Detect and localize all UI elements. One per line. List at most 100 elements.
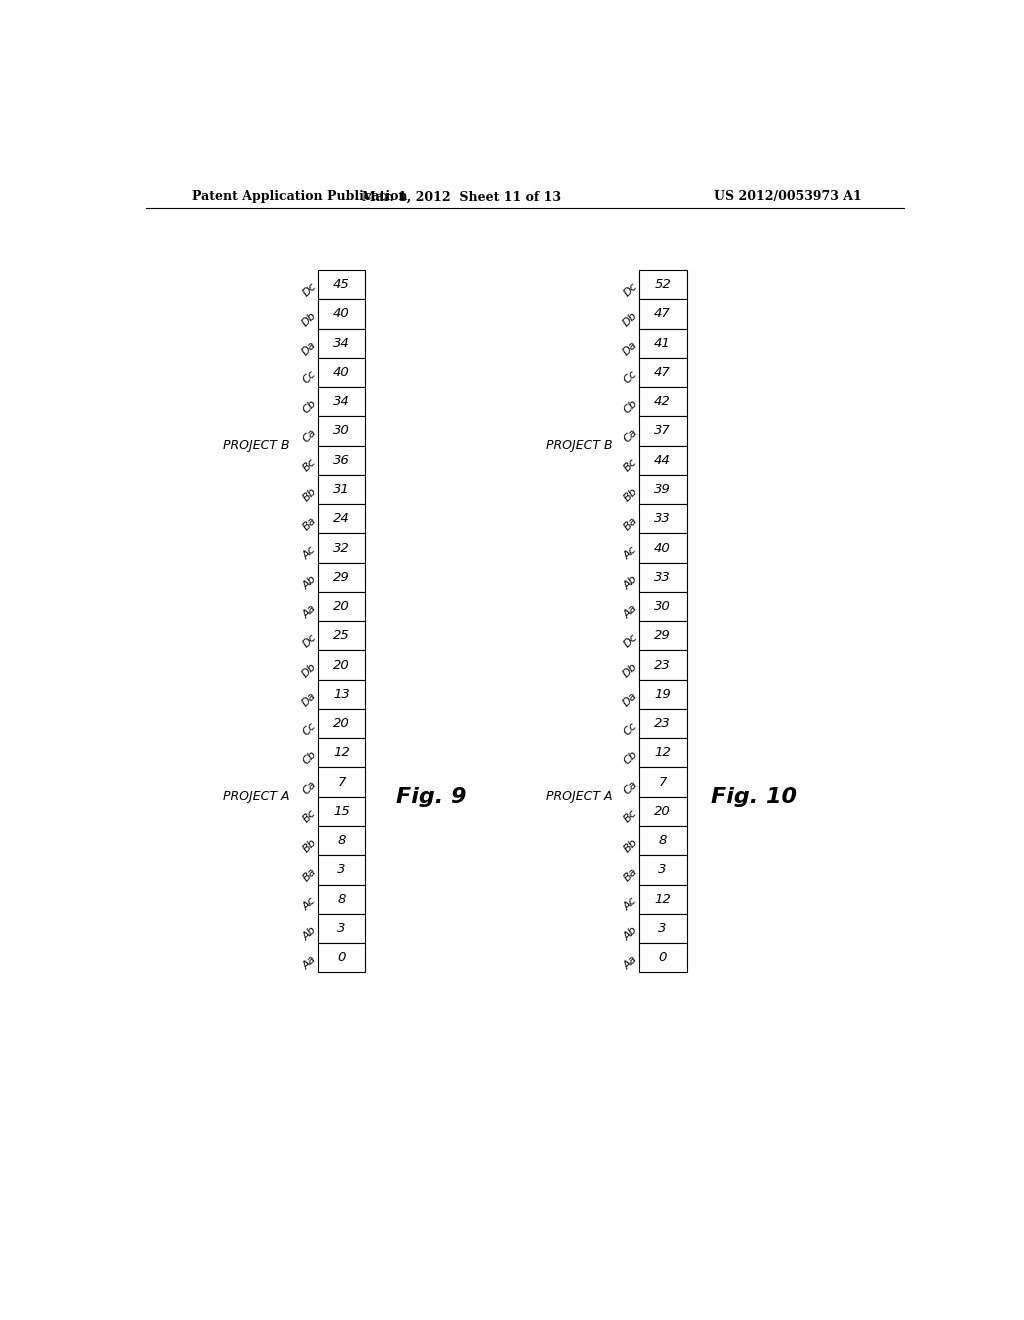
- Text: 7: 7: [658, 776, 667, 788]
- Text: 0: 0: [337, 952, 346, 964]
- Text: 29: 29: [333, 570, 350, 583]
- Text: 8: 8: [658, 834, 667, 847]
- Text: Ac: Ac: [623, 895, 639, 912]
- Text: Ca: Ca: [301, 428, 318, 445]
- Text: 34: 34: [333, 337, 350, 350]
- Text: 0: 0: [658, 952, 667, 964]
- Text: 20: 20: [333, 601, 350, 612]
- Bar: [317, 300, 366, 329]
- Bar: [639, 680, 686, 709]
- Bar: [317, 884, 366, 913]
- Bar: [639, 475, 686, 504]
- Text: Cc: Cc: [301, 719, 318, 737]
- Bar: [317, 913, 366, 942]
- Text: 39: 39: [654, 483, 671, 496]
- Text: Ab: Ab: [301, 925, 318, 942]
- Bar: [317, 504, 366, 533]
- Bar: [317, 680, 366, 709]
- Text: Dc: Dc: [301, 632, 318, 649]
- Text: 12: 12: [333, 746, 350, 759]
- Text: 34: 34: [333, 395, 350, 408]
- Bar: [317, 562, 366, 591]
- Bar: [317, 738, 366, 767]
- Text: Da: Da: [300, 339, 318, 358]
- Text: Db: Db: [621, 310, 639, 329]
- Bar: [317, 533, 366, 562]
- Text: Da: Da: [622, 339, 639, 358]
- Bar: [317, 826, 366, 855]
- Bar: [317, 358, 366, 387]
- Bar: [639, 884, 686, 913]
- Text: 24: 24: [333, 512, 350, 525]
- Bar: [317, 855, 366, 884]
- Bar: [639, 533, 686, 562]
- Text: 3: 3: [337, 921, 346, 935]
- Bar: [639, 622, 686, 651]
- Text: 19: 19: [654, 688, 671, 701]
- Text: 12: 12: [654, 892, 671, 906]
- Text: Aa: Aa: [622, 954, 639, 972]
- Text: Ab: Ab: [622, 574, 639, 591]
- Bar: [317, 767, 366, 797]
- Text: 20: 20: [333, 659, 350, 672]
- Text: 7: 7: [337, 776, 346, 788]
- Text: 30: 30: [654, 601, 671, 612]
- Text: Ac: Ac: [301, 895, 318, 912]
- Text: 8: 8: [337, 834, 346, 847]
- Bar: [317, 651, 366, 680]
- Text: 3: 3: [658, 863, 667, 876]
- Text: Ba: Ba: [622, 866, 639, 883]
- Text: Bc: Bc: [623, 808, 639, 825]
- Bar: [317, 329, 366, 358]
- Text: 25: 25: [333, 630, 350, 643]
- Text: 12: 12: [654, 746, 671, 759]
- Text: PROJECT A: PROJECT A: [547, 791, 612, 804]
- Text: Ba: Ba: [622, 515, 639, 532]
- Text: Ca: Ca: [622, 779, 639, 796]
- Text: Ab: Ab: [622, 925, 639, 942]
- Bar: [639, 329, 686, 358]
- Text: Cc: Cc: [623, 368, 639, 385]
- Text: Db: Db: [300, 310, 318, 329]
- Text: 3: 3: [658, 921, 667, 935]
- Bar: [639, 855, 686, 884]
- Bar: [639, 300, 686, 329]
- Text: Ca: Ca: [301, 779, 318, 796]
- Text: 3: 3: [337, 863, 346, 876]
- Text: Bc: Bc: [623, 457, 639, 474]
- Bar: [317, 416, 366, 446]
- Bar: [639, 709, 686, 738]
- Text: 40: 40: [654, 541, 671, 554]
- Text: Ba: Ba: [301, 515, 318, 532]
- Bar: [639, 738, 686, 767]
- Text: 47: 47: [654, 366, 671, 379]
- Text: 23: 23: [654, 659, 671, 672]
- Bar: [639, 651, 686, 680]
- Text: Bb: Bb: [301, 486, 318, 503]
- Text: 42: 42: [654, 395, 671, 408]
- Text: 37: 37: [654, 425, 671, 437]
- Text: Bb: Bb: [301, 837, 318, 854]
- Text: Aa: Aa: [301, 954, 318, 972]
- Text: 23: 23: [654, 717, 671, 730]
- Text: Ba: Ba: [301, 866, 318, 883]
- Text: Cb: Cb: [622, 399, 639, 416]
- Text: Fig. 10: Fig. 10: [712, 787, 798, 807]
- Text: Da: Da: [300, 690, 318, 709]
- Text: Bc: Bc: [301, 457, 318, 474]
- Text: PROJECT B: PROJECT B: [547, 440, 613, 453]
- Bar: [639, 387, 686, 416]
- Text: 41: 41: [654, 337, 671, 350]
- Text: Dc: Dc: [622, 281, 639, 298]
- Text: 44: 44: [654, 454, 671, 467]
- Text: Dc: Dc: [301, 281, 318, 298]
- Text: 29: 29: [654, 630, 671, 643]
- Bar: [317, 475, 366, 504]
- Bar: [317, 591, 366, 622]
- Text: 20: 20: [654, 805, 671, 818]
- Text: Ab: Ab: [301, 574, 318, 591]
- Text: Aa: Aa: [622, 603, 639, 620]
- Bar: [639, 562, 686, 591]
- Text: Fig. 9: Fig. 9: [395, 787, 466, 807]
- Bar: [639, 504, 686, 533]
